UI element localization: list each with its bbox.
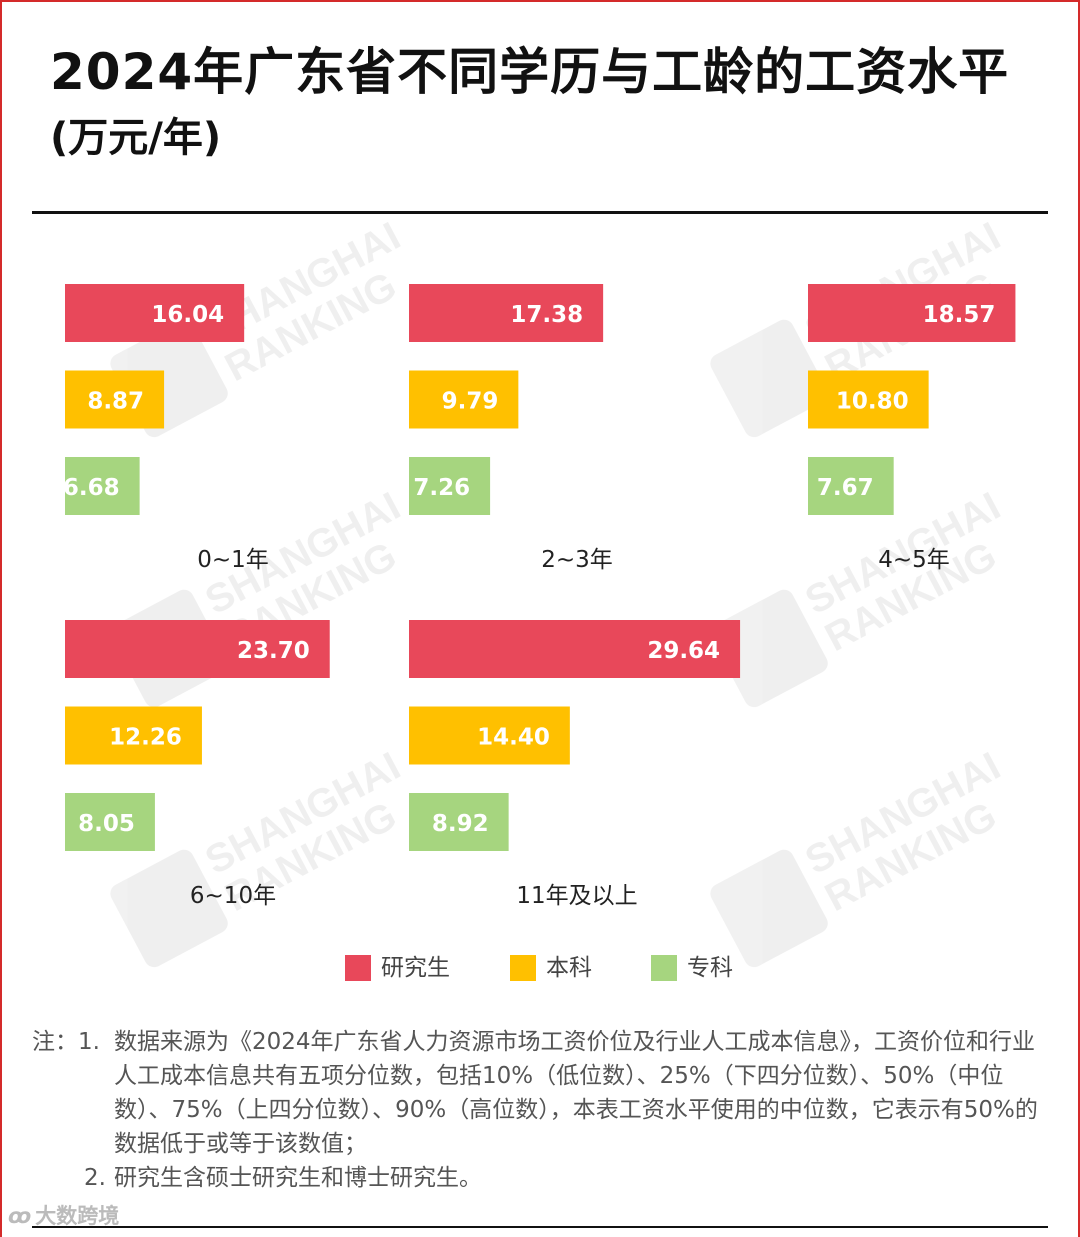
chart-panel: 23.70 12.26 8.05 6~10年 — [65, 620, 330, 909]
panel-title: 4~5年 — [878, 547, 950, 573]
bar — [65, 793, 155, 851]
bar — [65, 620, 330, 678]
chart-subtitle: (万元/年) — [50, 115, 222, 161]
data-label: 7.67 — [817, 475, 874, 501]
data-label: 9.79 — [442, 389, 499, 415]
bar — [409, 370, 519, 429]
legend-swatch-associate — [651, 955, 677, 981]
data-label: 29.64 — [647, 638, 720, 664]
footnote-2: 2. 研究生含硕士研究生和博士研究生。 — [32, 1161, 1042, 1195]
chart-panel: 17.38 9.79 7.26 2~3年 — [409, 284, 613, 573]
data-label: 10.80 — [836, 389, 909, 415]
source-logo-icon: ꝏ — [8, 1204, 32, 1228]
bar — [409, 620, 741, 678]
bar — [65, 284, 245, 342]
data-label: 8.05 — [78, 811, 135, 837]
footnote-prefix: 2. — [84, 1165, 106, 1191]
chart-panel: 16.04 8.87 6.68 0~1年 — [63, 284, 269, 573]
data-label: 14.40 — [477, 725, 550, 751]
data-label: 18.57 — [923, 302, 996, 328]
panel-title: 2~3年 — [541, 547, 613, 573]
bar — [65, 706, 202, 765]
footnote-1: 注：1. 数据来源为《2024年广东省人力资源市场工资价位及行业人工成本信息》，… — [32, 1025, 1042, 1161]
source-badge: ꝏ 大数跨境 — [8, 1200, 119, 1230]
data-label: 8.87 — [87, 389, 144, 415]
bar — [409, 284, 604, 342]
legend-swatch-graduate — [345, 955, 371, 981]
footnote-text: 研究生含硕士研究生和博士研究生。 — [114, 1165, 482, 1191]
panel-title: 6~10年 — [190, 883, 276, 909]
data-label: 8.92 — [432, 811, 489, 837]
footnotes: 注：1. 数据来源为《2024年广东省人力资源市场工资价位及行业人工成本信息》，… — [32, 1025, 1042, 1195]
footnote-text: 数据来源为《2024年广东省人力资源市场工资价位及行业人工成本信息》，工资价位和… — [114, 1029, 1038, 1157]
bottom-divider — [32, 1226, 1048, 1228]
bar — [409, 706, 570, 765]
legend-swatch-bachelor — [510, 955, 536, 981]
data-label: 23.70 — [237, 638, 310, 664]
chart-panel: 29.64 14.40 8.92 11年及以上 — [409, 620, 741, 909]
panel-title: 11年及以上 — [516, 883, 637, 909]
panel-title: 0~1年 — [197, 547, 269, 573]
legend-label: 本科 — [546, 955, 592, 981]
data-label: 12.26 — [109, 725, 182, 751]
bar — [409, 457, 491, 515]
bar — [808, 284, 1016, 342]
data-label: 6.68 — [63, 475, 120, 501]
data-label: 7.26 — [413, 475, 470, 501]
salary-bar-chart: 16.048.876.680~1年17.389.797.262~3年18.571… — [63, 284, 1016, 909]
bar — [808, 370, 929, 429]
top-divider — [32, 211, 1048, 214]
source-badge-text: 大数跨境 — [35, 1204, 120, 1228]
chart-title: 2024年广东省不同学历与工龄的工资水平 — [50, 43, 1010, 101]
chart-legend: 研究生 本科 专科 — [0, 950, 1080, 986]
data-label: 16.04 — [151, 302, 224, 328]
bar — [409, 793, 509, 851]
footnote-prefix: 注：1. — [32, 1029, 100, 1055]
legend-label: 研究生 — [381, 955, 450, 981]
data-label: 17.38 — [510, 302, 583, 328]
bar — [65, 457, 140, 515]
chart-panel: 18.57 10.80 7.67 4~5年 — [808, 284, 1016, 573]
legend-label: 专科 — [687, 955, 733, 981]
bar — [65, 370, 165, 429]
bar — [808, 457, 894, 515]
